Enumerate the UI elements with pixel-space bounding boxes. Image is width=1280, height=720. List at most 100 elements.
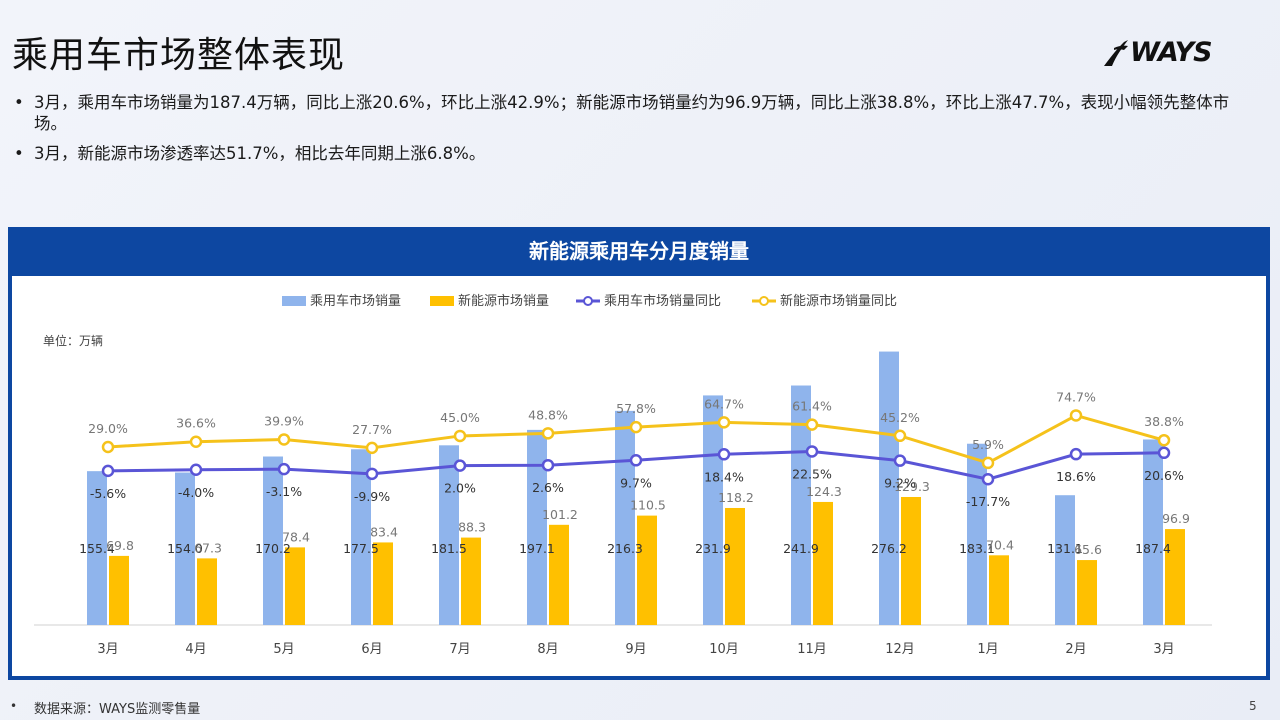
- x-tick-label-6: 8月: [537, 642, 558, 657]
- total-yoy-point-5: [453, 459, 467, 472]
- nev-yoy-label-8: 64.7%: [704, 396, 744, 411]
- chart-area: 单位：万辆 乘用车市场销量 新能源市场销量 乘用车市场销量同比 新能源市场销量同比 155…: [12, 276, 1266, 676]
- bar-total-label-5: 181.5: [431, 541, 467, 556]
- total-yoy-label-5: 2.0%: [444, 481, 476, 496]
- chart-title: 新能源乘用车分月度销量: [529, 239, 749, 263]
- bar-total-label-12: 131.1: [1047, 541, 1083, 556]
- nev-yoy-label-12: 74.7%: [1056, 389, 1096, 404]
- bar-total-11: [967, 443, 987, 625]
- x-tick-label-11: 1月: [977, 642, 998, 657]
- bar-nev-8: [725, 507, 745, 625]
- total-yoy-point-9: [805, 445, 819, 458]
- nev-yoy-point-1: [101, 440, 115, 454]
- summary-bullets: 3月，乘用车市场销量为187.4万辆，同比上涨20.6%，环比上涨42.9%；新…: [10, 92, 1230, 173]
- bar-nev-7: [637, 515, 657, 625]
- nev-yoy-point-11: [981, 456, 995, 470]
- chart-panel: 新能源乘用车分月度销量 单位：万辆 乘用车市场销量 新能源市场销量 乘用车市场销量同比…: [8, 227, 1270, 680]
- unit-label: 单位：万辆: [43, 333, 103, 348]
- x-tick-label-1: 3月: [97, 642, 118, 657]
- x-tick-label-8: 10月: [709, 642, 739, 657]
- bar-total-7: [615, 410, 635, 625]
- total-yoy-point-12: [1069, 447, 1083, 461]
- nev-yoy-label-5: 45.0%: [440, 410, 480, 425]
- page-number: 5: [1249, 699, 1257, 713]
- bar-nev-11: [989, 555, 1009, 625]
- total-yoy-point-11: [981, 472, 995, 486]
- bar-nev-label-4: 83.4: [370, 524, 398, 539]
- bar-nev-6: [549, 524, 569, 625]
- bar-total-4: [351, 449, 371, 625]
- x-tick-label-3: 5月: [273, 642, 294, 657]
- bar-total-1: [87, 471, 107, 625]
- total-yoy-point-2: [189, 463, 203, 477]
- nev-yoy-point-12: [1069, 409, 1083, 422]
- page-title: 乘用车市场整体表现: [12, 35, 346, 76]
- bar-total-label-10: 276.2: [871, 541, 907, 556]
- bar-total-13: [1143, 439, 1163, 625]
- nev-yoy-point-9: [805, 418, 819, 431]
- total-yoy-label-6: 2.6%: [532, 480, 564, 495]
- footer-bullet: •: [10, 699, 18, 713]
- legend-label-1: 乘用车市场销量: [310, 293, 401, 309]
- bar-total-3: [263, 456, 283, 625]
- logo-text: WAYS: [1130, 37, 1213, 68]
- nev-yoy-point-6: [541, 427, 555, 440]
- x-tick-label-12: 2月: [1065, 642, 1086, 657]
- bar-nev-label-11: 70.4: [986, 537, 1014, 552]
- bar-nev-12: [1077, 560, 1097, 625]
- legend-label-4: 新能源市场销量同比: [780, 293, 897, 309]
- bar-total-5: [439, 445, 459, 625]
- total-yoy-point-4: [365, 467, 379, 481]
- bar-total-label-2: 154.0: [167, 541, 203, 556]
- legend-marker-3: [583, 296, 593, 306]
- legend-marker-4: [759, 296, 769, 306]
- x-tick-label-2: 4月: [185, 642, 206, 657]
- nev-yoy-label-7: 57.8%: [616, 401, 656, 416]
- bar-nev-label-7: 110.5: [630, 498, 666, 513]
- bar-nev-label-10: 129.3: [894, 479, 930, 494]
- bar-total-label-6: 197.1: [519, 541, 555, 556]
- total-yoy-label-4: -9.9%: [354, 489, 390, 504]
- x-tick-label-5: 7月: [449, 642, 470, 657]
- nev-yoy-point-2: [189, 435, 203, 448]
- data-source: 数据来源：WAYS监测零售量: [34, 702, 201, 717]
- bar-nev-label-2: 67.3: [194, 540, 222, 555]
- bar-total-label-9: 241.9: [783, 541, 819, 556]
- bar-nev-label-6: 101.2: [542, 507, 578, 522]
- bar-nev-4: [373, 542, 393, 625]
- bar-total-label-8: 231.9: [695, 541, 731, 556]
- total-yoy-label-1: -5.6%: [90, 486, 126, 501]
- nev-yoy-label-11: 5.9%: [972, 437, 1004, 452]
- total-yoy-label-7: 9.7%: [620, 475, 652, 490]
- bar-total-label-11: 183.1: [959, 541, 995, 556]
- total-yoy-label-11: -17.7%: [966, 494, 1010, 509]
- nev-yoy-point-7: [629, 420, 643, 434]
- bar-total-8: [703, 395, 723, 625]
- total-yoy-point-10: [893, 454, 907, 467]
- bar-total-label-13: 187.4: [1135, 541, 1171, 556]
- total-yoy-point-3: [277, 462, 291, 476]
- ways-logo-icon: [1104, 40, 1128, 66]
- bar-nev-3: [285, 547, 305, 625]
- bar-nev-label-13: 96.9: [1162, 511, 1190, 526]
- total-yoy-point-1: [101, 464, 115, 478]
- x-tick-label-9: 11月: [797, 642, 827, 657]
- x-tick-label-7: 9月: [625, 642, 646, 657]
- summary-bullet-1: 3月，乘用车市场销量为187.4万辆，同比上涨20.6%，环比上涨42.9%；新…: [10, 92, 1230, 134]
- bar-total-2: [175, 472, 195, 625]
- total-yoy-point-13: [1157, 446, 1171, 460]
- nev-yoy-point-5: [453, 429, 467, 443]
- bar-total-label-3: 170.2: [255, 541, 291, 556]
- legend-swatch-2: [430, 296, 454, 306]
- bar-nev-10: [901, 496, 921, 625]
- x-tick-label-13: 3月: [1153, 642, 1174, 657]
- total-yoy-label-12: 18.6%: [1056, 469, 1096, 484]
- bar-total-12: [1055, 495, 1075, 625]
- nev-yoy-label-2: 36.6%: [176, 416, 216, 431]
- bar-nev-13: [1165, 529, 1185, 625]
- bar-nev-1: [109, 555, 129, 625]
- total-yoy-point-8: [717, 448, 731, 461]
- nev-yoy-point-4: [365, 441, 379, 455]
- total-yoy-point-7: [629, 454, 643, 467]
- bar-total-label-1: 155.4: [79, 541, 115, 556]
